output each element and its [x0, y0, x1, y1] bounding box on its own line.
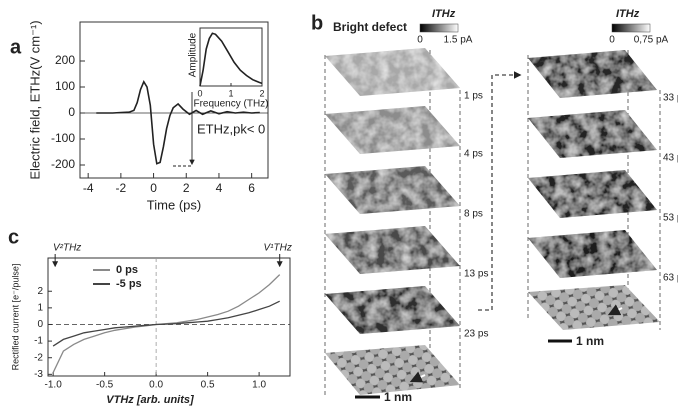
- stm-image: [528, 170, 657, 218]
- panel-title: Bright defect: [333, 20, 407, 34]
- stm-image: [325, 226, 460, 274]
- stm-image: [528, 50, 657, 98]
- y-tick-label: -100: [51, 131, 75, 145]
- colorbar-min: 0: [609, 35, 615, 46]
- x-tick-label: 2: [183, 181, 190, 195]
- x-tick-label: 2: [259, 88, 264, 98]
- frame-label: 23 ps: [464, 329, 488, 340]
- y-tick-label: 100: [55, 79, 75, 93]
- x-tick-label: 6: [248, 181, 255, 195]
- panel-label: a: [10, 36, 22, 58]
- frame-label: 43 ps: [663, 153, 678, 164]
- x-axis-label: Time (ps): [147, 197, 201, 212]
- x-tick-label: -2: [116, 181, 127, 195]
- annotation: ETHz,pk< 0: [197, 121, 265, 136]
- data-line: [199, 32, 263, 87]
- y-tick-label: 200: [55, 53, 75, 67]
- annotation: V²THz: [53, 243, 81, 254]
- stm-image: [528, 230, 657, 278]
- x-tick-label: -1.0: [45, 380, 63, 391]
- guide-lines: [324, 50, 661, 395]
- y-axis-label: Rectified current [e⁻/pulse]: [10, 264, 20, 371]
- stm-image: [325, 166, 460, 214]
- y-axis-label: Electric field, ETHz(V cm⁻¹): [27, 20, 42, 179]
- x-tick-label: 0.5: [201, 380, 215, 391]
- annotation-arrow: [173, 92, 195, 167]
- frame-label: 8 ps: [464, 209, 483, 220]
- x-tick-label: 0: [150, 181, 157, 195]
- y-tick-label: 2: [37, 286, 43, 297]
- y-tick-label: 0: [68, 105, 75, 119]
- scale-bar-label: 1 nm: [576, 334, 604, 348]
- data-line: [96, 80, 260, 165]
- x-tick-label: -4: [83, 181, 94, 195]
- frame-label: 4 ps: [464, 149, 483, 160]
- x-axis-label: Frequency (THz): [193, 99, 268, 110]
- colorbar-min: 0: [417, 35, 423, 46]
- frame-label: 1 ps: [464, 91, 483, 102]
- frame-label: 63 ps: [663, 273, 678, 284]
- y-axis-label: Amplitude: [188, 32, 199, 77]
- data-line: [52, 300, 280, 347]
- y-tick-label: -2: [34, 352, 43, 363]
- frame-label: 13 ps: [464, 269, 488, 280]
- legend-label: -5 ps: [116, 278, 142, 290]
- colorbar: [419, 23, 459, 33]
- legend-label: 0 ps: [116, 264, 138, 276]
- panel-label: c: [8, 226, 19, 248]
- stm-image: [528, 285, 660, 330]
- x-tick-label: 0: [197, 88, 202, 98]
- x-tick-label: 1.0: [252, 380, 266, 391]
- scale-bar-label: 1 nm: [384, 390, 412, 404]
- y-tick-label: -200: [51, 157, 75, 171]
- plot-frame: [47, 257, 291, 377]
- x-tick-label: 4: [216, 181, 223, 195]
- arrow: [607, 304, 623, 316]
- y-tick-label: 0: [37, 319, 43, 330]
- frame-label: 53 ps: [663, 213, 678, 224]
- colorbar-max: 0,75 pA: [634, 35, 669, 46]
- arrow: [409, 371, 426, 383]
- x-tick-label: -0.5: [96, 380, 114, 391]
- annotation: V¹THz: [264, 243, 292, 254]
- stm-image: [325, 286, 460, 334]
- y-tick-label: -3: [34, 369, 43, 380]
- colorbar: [611, 23, 651, 33]
- frame-label: 33 ps: [663, 93, 678, 104]
- x-tick-label: 1: [228, 88, 233, 98]
- stm-image: [325, 48, 460, 96]
- colorbar-label: ITHz: [616, 8, 640, 20]
- y-tick-label: 1: [37, 302, 43, 313]
- colorbar-max: 1.5 pA: [444, 35, 473, 46]
- y-tick-label: -1: [34, 336, 43, 347]
- x-axis-label: VTHz [arb. units]: [106, 394, 194, 406]
- stm-image: [325, 106, 460, 154]
- stm-image: [528, 110, 657, 158]
- stm-image: [325, 345, 460, 395]
- colorbar-label: ITHz: [432, 8, 456, 20]
- x-tick-label: 0.0: [149, 380, 163, 391]
- plot-frame: [79, 21, 269, 179]
- panel-label: b: [311, 12, 323, 34]
